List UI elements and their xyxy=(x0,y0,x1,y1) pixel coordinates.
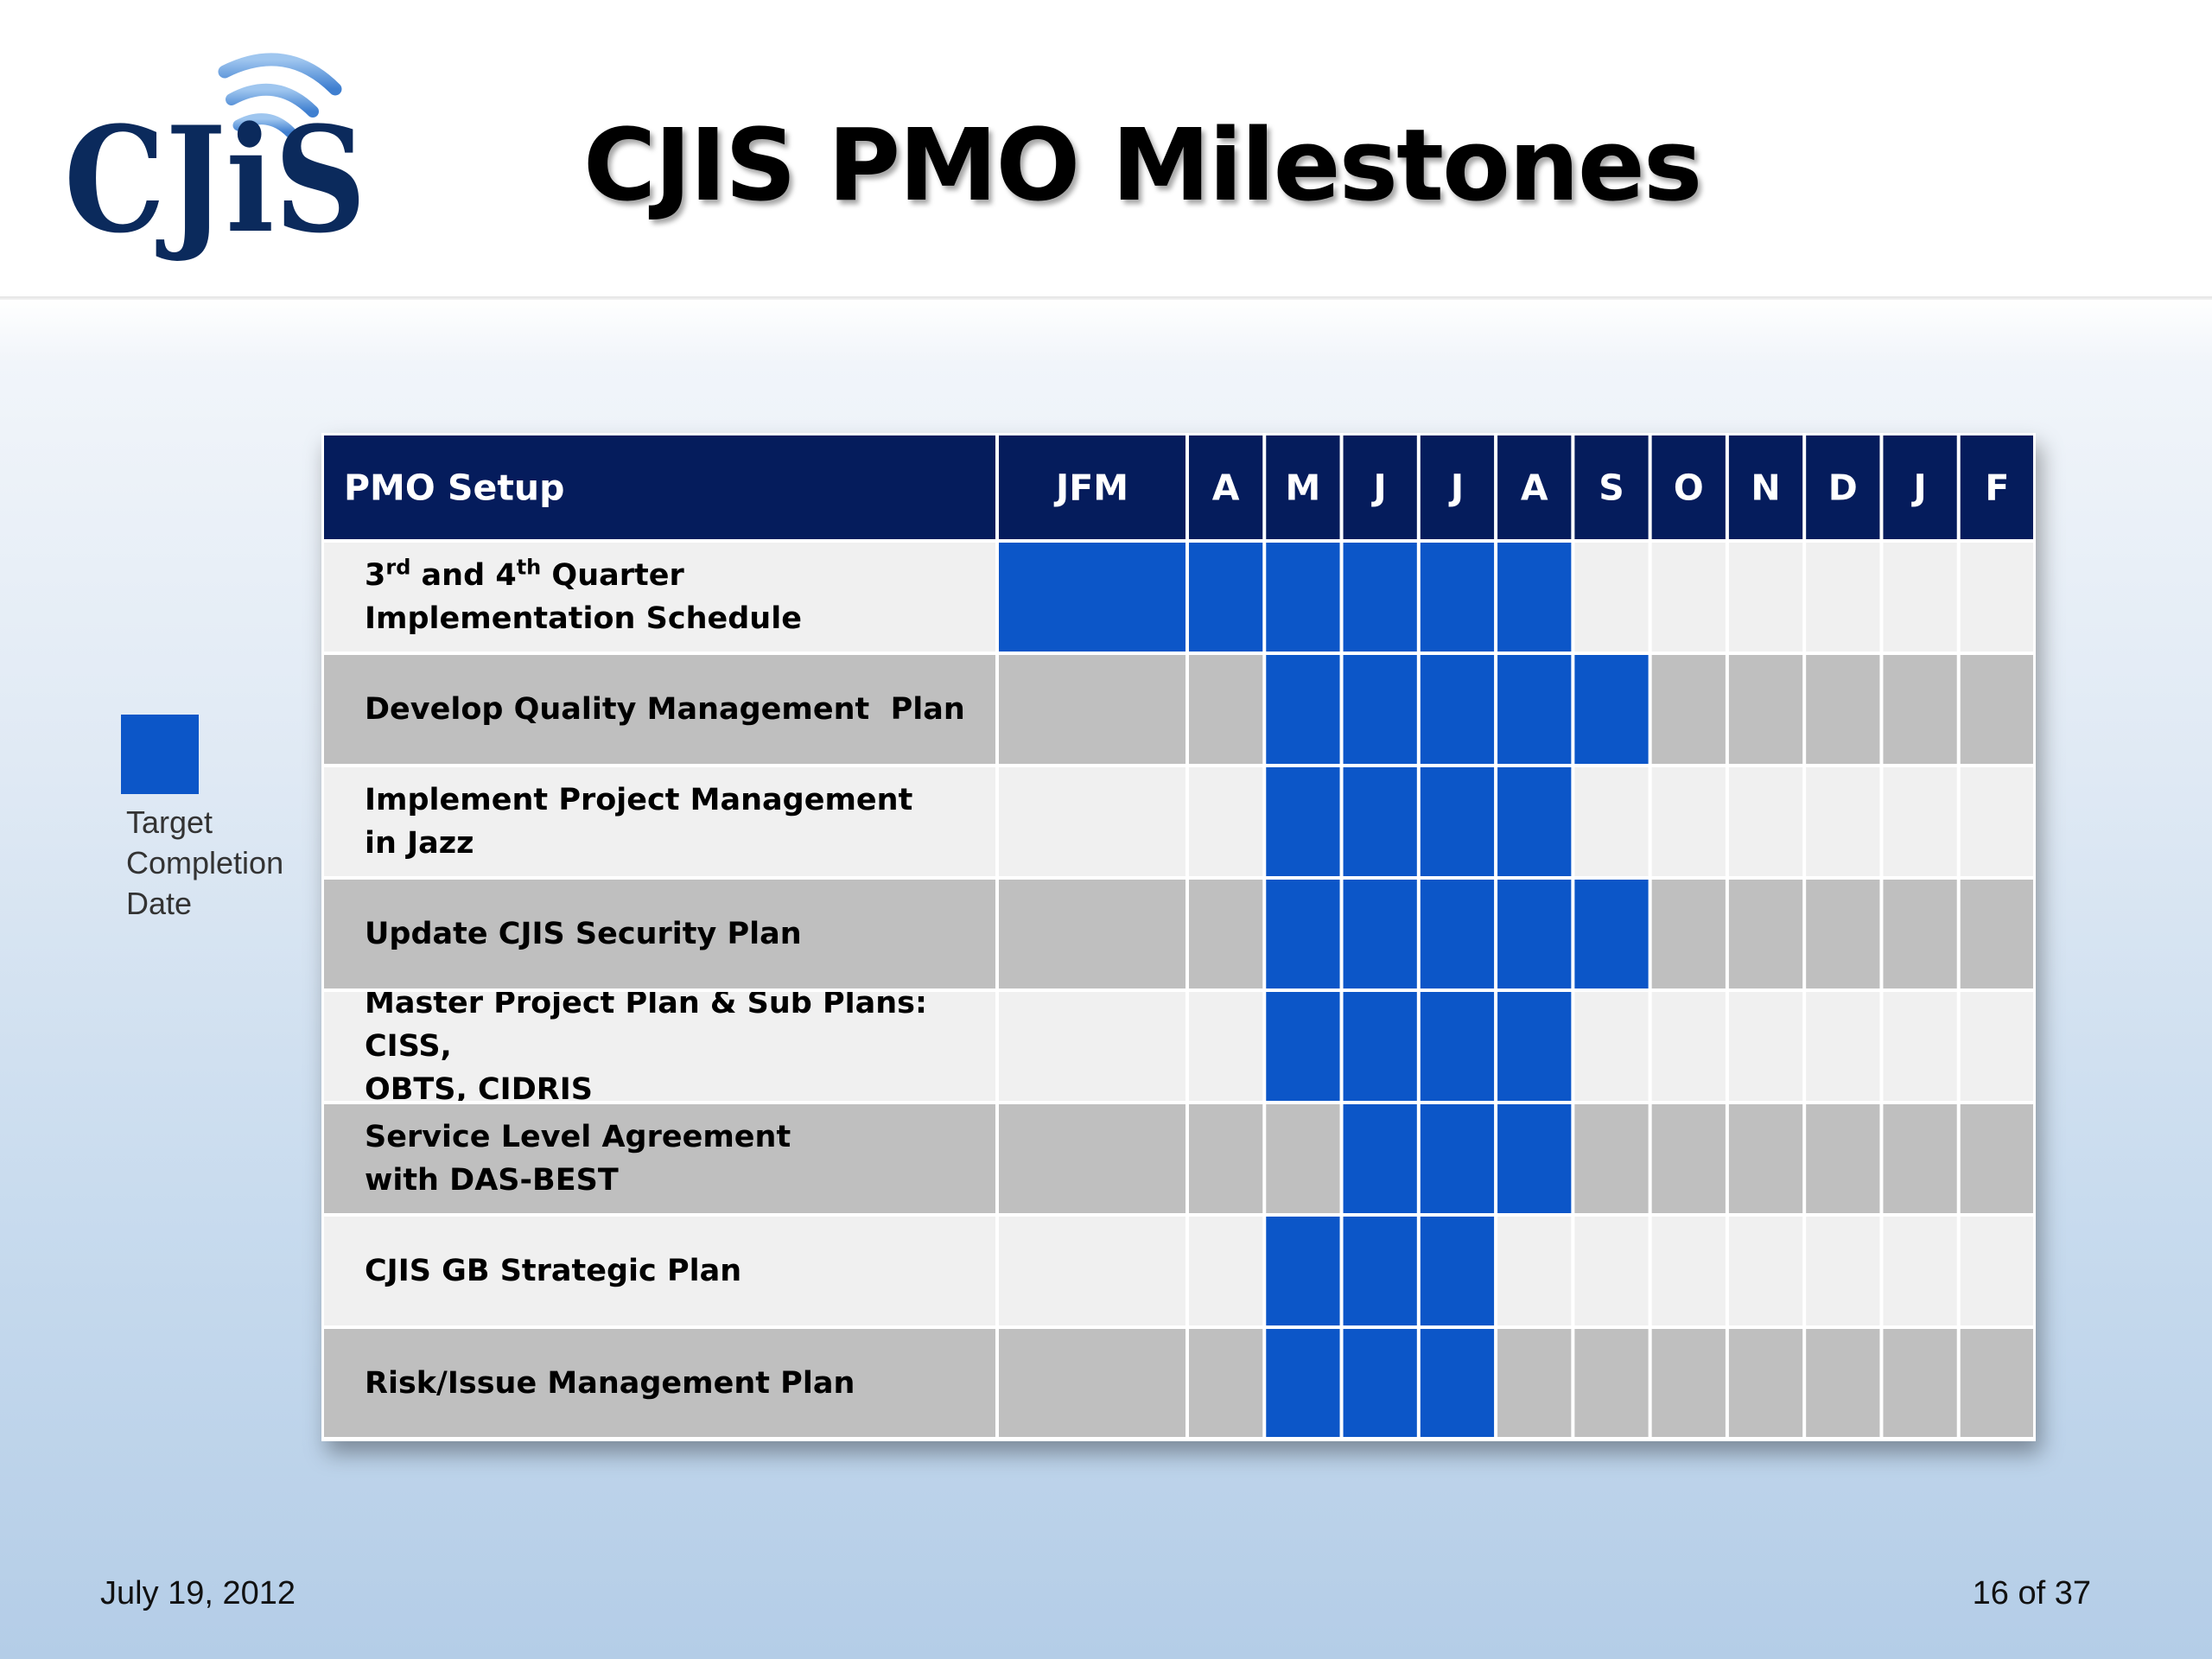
task-label: Develop Quality Management Plan xyxy=(365,692,965,727)
month-header: A xyxy=(1212,467,1240,509)
milestone-cell xyxy=(1496,766,1573,878)
milestone-cell xyxy=(1341,990,1419,1103)
milestone-cell xyxy=(1573,653,1650,766)
task-row-bg xyxy=(321,990,2036,1103)
task-label: CJIS GB Strategic Plan xyxy=(365,1254,742,1288)
milestone-cell xyxy=(1573,878,1650,990)
milestone-cell xyxy=(1418,653,1497,766)
task-row-bg xyxy=(321,878,2036,990)
milestone-cell xyxy=(1264,990,1342,1103)
month-header: F xyxy=(1985,467,2009,509)
task-label: Implement Project Management in Jazz xyxy=(365,783,913,861)
legend-swatch xyxy=(121,715,199,794)
footer-date: July 19, 2012 xyxy=(100,1575,296,1611)
milestone-cell xyxy=(1341,1215,1419,1327)
month-header: JFM xyxy=(1053,467,1128,509)
milestone-cell xyxy=(1187,541,1265,653)
milestone-cell xyxy=(1418,1103,1497,1215)
task-label: Risk/Issue Management Plan xyxy=(365,1366,855,1401)
legend-label: Target Completion Date xyxy=(126,802,299,924)
month-header: S xyxy=(1599,467,1624,509)
header-title: PMO Setup xyxy=(344,467,564,509)
logo-wordmark: CJiS xyxy=(64,94,366,265)
milestone-cell xyxy=(1264,1215,1342,1327)
header-divider xyxy=(0,296,2212,300)
task-row-bg xyxy=(321,766,2036,878)
page-number: 16 of 37 xyxy=(1972,1575,2091,1611)
milestone-gantt-table: PMO Setup JFM A M J J A S O N D J F 3rd and 4th Quart… xyxy=(321,433,2036,1441)
milestone-cell xyxy=(1264,1327,1342,1440)
milestone-cell xyxy=(1264,653,1342,766)
month-header: J xyxy=(1448,467,1464,509)
milestone-cell xyxy=(1264,878,1342,990)
milestone-cell xyxy=(1496,990,1573,1103)
task-row-bg xyxy=(321,1103,2036,1215)
signal-arc-inner-icon xyxy=(232,113,296,138)
task-label-box: Develop Quality Management Plan xyxy=(365,692,965,727)
milestone-cell xyxy=(1341,1103,1419,1215)
header-row-bg xyxy=(321,433,2036,541)
cjis-logo: CJiS xyxy=(60,30,372,281)
milestone-cell xyxy=(1496,1103,1573,1215)
month-header: D xyxy=(1828,467,1858,509)
milestone-cell xyxy=(1341,653,1419,766)
task-row-bg xyxy=(321,1327,2036,1440)
task-label-box: Update CJIS Security Plan xyxy=(365,917,802,951)
task-label: 3rd and 4th Quarter Implementation Schedu… xyxy=(365,555,802,636)
milestone-cell xyxy=(1418,541,1497,653)
milestone-cell xyxy=(1418,990,1497,1103)
page-title: CJIS PMO Milestones xyxy=(583,108,1702,224)
milestone-cell xyxy=(1418,1215,1497,1327)
task-label: Update CJIS Security Plan xyxy=(365,917,802,951)
milestone-cell xyxy=(1418,1327,1497,1440)
milestone-cell xyxy=(1496,878,1573,990)
milestone-cell xyxy=(1341,541,1419,653)
month-header: A xyxy=(1521,467,1548,509)
milestone-cell xyxy=(1496,541,1573,653)
month-header: N xyxy=(1751,467,1780,509)
gantt-grid: PMO Setup JFM A M J J A S O N D J F 3rd and 4th Quart… xyxy=(321,433,2036,1441)
milestone-cell xyxy=(1341,878,1419,990)
task-label-box: CJIS GB Strategic Plan xyxy=(365,1254,742,1288)
milestone-cell xyxy=(1341,766,1419,878)
milestone-cell xyxy=(1496,653,1573,766)
task-label: Master Project Plan & Sub Plans: CISS, OB… xyxy=(365,990,928,1103)
month-header: J xyxy=(1371,467,1387,509)
legend-label-line: Date xyxy=(126,886,193,921)
task-label-box: Master Project Plan & Sub Plans: CISS,OB… xyxy=(365,990,928,1103)
milestone-cell xyxy=(1418,878,1497,990)
task-label: Service Level Agreement with DAS-BEST xyxy=(365,1120,791,1198)
slide-header xyxy=(0,0,2212,297)
milestone-cell xyxy=(1264,766,1342,878)
milestone-cell xyxy=(1418,766,1497,878)
task-label-box: Risk/Issue Management Plan xyxy=(365,1366,855,1401)
table-border xyxy=(321,433,2036,1441)
month-header: O xyxy=(1674,467,1704,509)
month-header: M xyxy=(1286,467,1321,509)
milestone-cell xyxy=(997,541,1187,653)
milestone-cell xyxy=(1264,541,1342,653)
month-header: J xyxy=(1910,467,1926,509)
signal-arc-outer-icon xyxy=(218,53,342,96)
task-row-bg xyxy=(321,1215,2036,1327)
milestone-cell xyxy=(1341,1327,1419,1440)
legend-label-line: Target xyxy=(126,804,213,840)
signal-arc-middle-icon xyxy=(226,83,319,118)
task-row-bg xyxy=(321,653,2036,766)
legend-label-line: Completion xyxy=(126,845,284,880)
